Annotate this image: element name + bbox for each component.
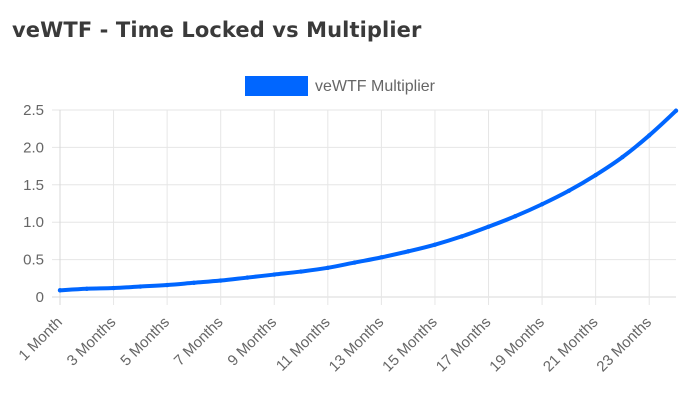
data-point <box>164 282 170 288</box>
data-point <box>459 234 464 239</box>
data-point <box>138 284 143 289</box>
data-point <box>620 154 625 160</box>
data-point <box>57 288 63 293</box>
x-tick-label: 5 Months <box>117 314 173 370</box>
data-point <box>352 260 357 265</box>
x-tick-label: 21 Months <box>540 314 602 376</box>
y-tick-label: 2.5 <box>23 102 44 119</box>
x-tick-label: 13 Months <box>326 314 388 376</box>
data-point <box>486 224 491 229</box>
y-tick-label: 1.5 <box>23 177 44 194</box>
data-point <box>218 278 223 283</box>
page-title: veWTF - Time Locked vs Multiplier <box>12 18 422 42</box>
x-tick-label: 7 Months <box>171 314 227 370</box>
chart-container: 0 0.5 1.0 1.5 2.0 2.5 1 Month 3 Months 5 Months 7… <box>0 58 700 402</box>
y-tick-label: 2.0 <box>23 139 44 156</box>
x-tick-label: 19 Months <box>486 314 548 376</box>
data-point <box>405 249 411 254</box>
data-point <box>245 275 250 280</box>
data-point <box>191 280 197 285</box>
data-point <box>298 269 304 274</box>
series-line-vewtf-multiplier <box>58 108 678 293</box>
x-tick-label: 9 Months <box>224 314 280 370</box>
data-point <box>379 255 384 260</box>
y-tick-label: 0 <box>36 289 44 306</box>
data-point <box>272 272 277 277</box>
data-point <box>432 242 438 247</box>
data-point <box>539 202 545 207</box>
data-point <box>593 172 598 178</box>
y-tick-label: 0.5 <box>23 252 44 269</box>
data-point <box>673 108 679 113</box>
data-point <box>325 265 331 271</box>
y-tick-label: 1.0 <box>23 214 44 231</box>
legend-label-vewtf-multiplier[interactable]: veWTF Multiplier <box>315 78 436 95</box>
x-tick-label: 3 Months <box>64 314 120 370</box>
x-tick-label: 11 Months <box>273 314 334 375</box>
x-tick-label: 23 Months <box>593 314 655 376</box>
data-point <box>513 214 518 219</box>
legend-swatch[interactable] <box>245 76 308 96</box>
data-point <box>647 133 652 138</box>
data-point <box>84 286 89 291</box>
x-tick-label: 1 Month <box>15 314 65 364</box>
data-point <box>111 285 116 291</box>
x-tick-label: 15 Months <box>379 314 441 376</box>
data-point <box>566 188 572 193</box>
x-tick-label: 17 Months <box>433 314 495 376</box>
